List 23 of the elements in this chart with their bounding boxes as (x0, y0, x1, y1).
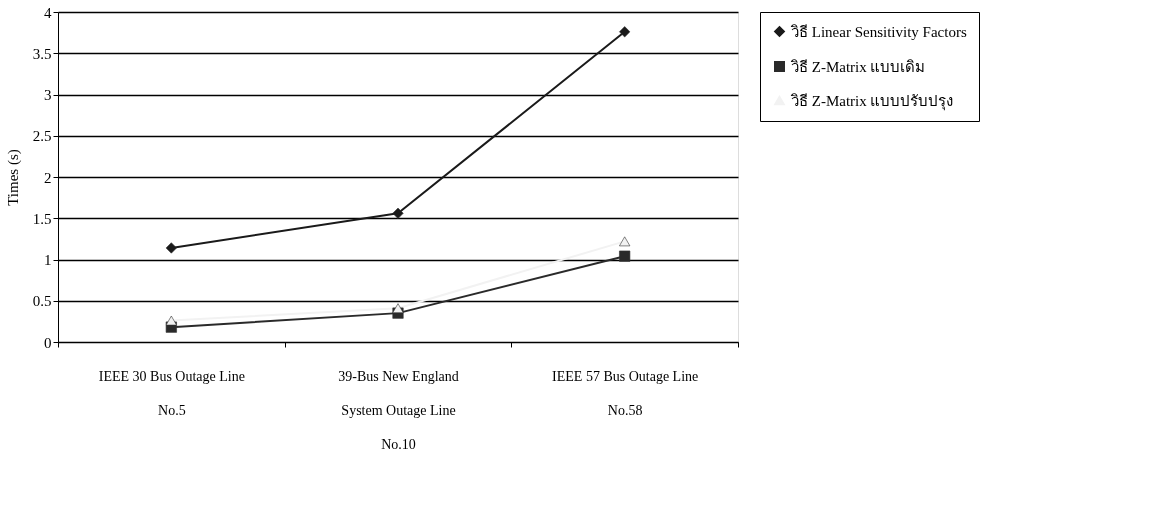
legend-label: วิธี Z-Matrix แบบเดิม (790, 58, 926, 75)
point (619, 236, 631, 247)
y-tick-label: 4 (44, 4, 52, 21)
category-label: IEEE 30 Bus Outage Line No.5 (98, 368, 245, 418)
point (392, 303, 404, 314)
y-tick-label: 3 (44, 87, 52, 103)
y-tick-label: 2.5 (32, 128, 52, 145)
point (165, 315, 177, 326)
y-tick-label: 3.5 (32, 45, 52, 62)
point (619, 250, 631, 262)
category-label: IEEE 57 Bus Outage Line No.58 (552, 368, 699, 418)
point (619, 26, 631, 38)
point (165, 242, 177, 254)
y-tick-label: 1 (44, 252, 52, 268)
legend-label: วิธี Linear Sensitivity Factors (790, 23, 967, 40)
y-tick-label: 0 (44, 334, 52, 351)
y-axis-title: Times (s) (4, 149, 22, 206)
y-tick-label: 2 (44, 169, 52, 186)
category-label: 39-Bus New England System Outage Line No.10 (338, 368, 459, 452)
point (392, 207, 404, 219)
y-tick-label: 0.5 (32, 293, 52, 310)
legend-label: วิธี Z-Matrix แบบปรับปรุง (790, 92, 954, 111)
y-tick-label: 1.5 (32, 210, 52, 227)
